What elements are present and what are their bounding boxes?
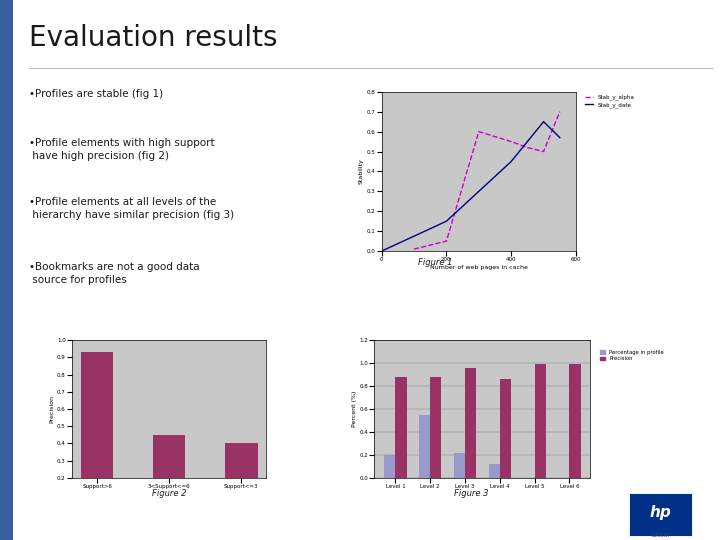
Text: •Profile elements at all levels of the
 hierarchy have similar precision (fig 3): •Profile elements at all levels of the h… (29, 197, 234, 220)
Text: Figure 3: Figure 3 (454, 489, 489, 498)
Bar (81, 352, 113, 512)
Bar (384, 455, 395, 478)
X-axis label: Number of web pages in cache: Number of web pages in cache (430, 265, 528, 270)
Text: •Bookmarks are not a good data
 source for profiles: •Bookmarks are not a good data source fo… (29, 262, 199, 285)
Bar (500, 379, 511, 478)
Bar (570, 364, 580, 478)
Text: LUCENT: LUCENT (652, 534, 670, 538)
Legend: Percentage in profile, Precision: Percentage in profile, Precision (600, 350, 664, 361)
Legend: Stab_y_alpha, Stab_y_date: Stab_y_alpha, Stab_y_date (585, 94, 634, 107)
Y-axis label: Precision: Precision (49, 395, 54, 423)
Bar (153, 435, 186, 512)
Bar (225, 443, 258, 512)
Bar (465, 368, 476, 478)
Bar (430, 377, 441, 478)
Text: •Profiles are stable (fig 1): •Profiles are stable (fig 1) (29, 89, 163, 99)
Text: hp: hp (649, 505, 672, 520)
Y-axis label: Stability: Stability (359, 159, 364, 184)
Bar (535, 364, 546, 478)
Bar (454, 453, 465, 478)
Text: Evaluation results: Evaluation results (29, 24, 277, 52)
Y-axis label: Percent (%): Percent (%) (351, 391, 356, 427)
Text: Figure 1: Figure 1 (418, 258, 453, 267)
Bar (419, 415, 430, 478)
Text: Figure 2: Figure 2 (152, 489, 186, 498)
Bar (395, 377, 407, 478)
Bar (489, 464, 500, 478)
Text: •Profile elements with high support
 have high precision (fig 2): •Profile elements with high support have… (29, 138, 215, 161)
